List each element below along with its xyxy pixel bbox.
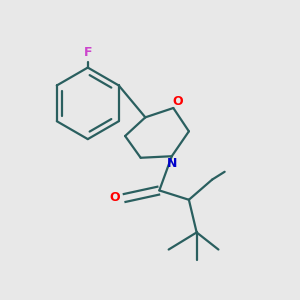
- Text: O: O: [173, 95, 183, 108]
- Text: N: N: [167, 158, 177, 170]
- Text: O: O: [110, 191, 120, 204]
- Text: F: F: [83, 46, 92, 59]
